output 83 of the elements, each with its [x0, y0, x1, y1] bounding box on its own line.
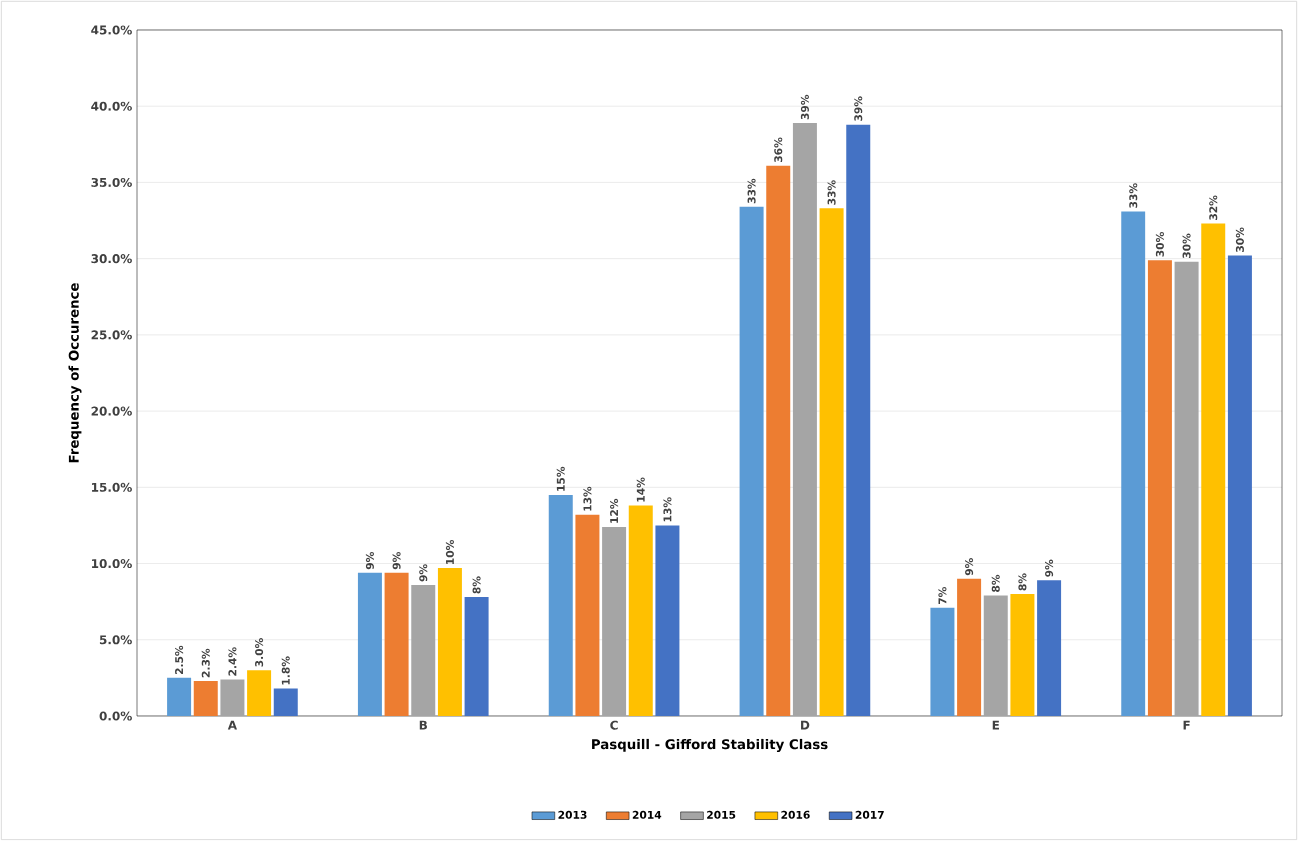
bar: [273, 688, 298, 716]
bar: [548, 494, 573, 716]
x-tick-label: A: [227, 720, 237, 730]
bar: [167, 677, 192, 716]
data-label: 13%: [583, 486, 592, 511]
data-label: 9%: [965, 558, 974, 576]
data-label: 7%: [938, 587, 947, 605]
bar: [602, 526, 627, 716]
bar: [411, 584, 436, 716]
y-tick-label: 10.0%: [92, 559, 132, 569]
data-label: 2.5%: [175, 645, 184, 675]
y-tick-label: 35.0%: [91, 177, 132, 187]
data-label: 33%: [1129, 183, 1138, 208]
bar: [193, 680, 218, 716]
bar: [846, 124, 871, 716]
data-label: 8%: [1018, 573, 1027, 591]
bar: [628, 505, 653, 716]
x-tick-label: D: [801, 720, 810, 730]
data-label: 33%: [827, 180, 836, 205]
data-label: 15%: [556, 466, 565, 491]
y-tick-label: 25.0%: [91, 330, 132, 340]
bar: [739, 206, 764, 716]
data-label: 8%: [991, 574, 1000, 592]
data-label: 9%: [1045, 559, 1054, 577]
y-tick-label: 20.0%: [91, 406, 132, 416]
bar: [957, 578, 982, 716]
bar: [983, 595, 1008, 716]
legend-label: 2016: [781, 810, 810, 819]
bar: [930, 607, 955, 716]
bar: [384, 572, 409, 716]
data-label: 9%: [419, 564, 428, 582]
bar: [247, 670, 272, 716]
data-label: 1.8%: [281, 656, 290, 685]
data-label: 39%: [800, 94, 809, 120]
bar: [1010, 594, 1035, 716]
bar: [220, 679, 245, 716]
bar: [655, 525, 680, 716]
y-tick-label: 40.0%: [91, 101, 132, 111]
bar: [437, 568, 462, 716]
x-axis-title: Pasquill - Gifford Stability Class: [592, 738, 828, 752]
y-tick-label: 5.0%: [99, 635, 132, 645]
data-label: 2.3%: [201, 648, 210, 678]
data-label: 33%: [747, 178, 756, 204]
data-label: 10%: [445, 539, 454, 564]
data-label: 3.0%: [255, 638, 264, 667]
y-tick-label: 45.0%: [91, 25, 132, 35]
data-label: 39%: [854, 96, 863, 121]
y-axis-title: Frequency of Occurence: [68, 283, 82, 463]
bar: [1147, 260, 1172, 716]
data-label: 9%: [392, 551, 401, 570]
bar: [357, 572, 382, 716]
data-label: 9%: [365, 551, 374, 570]
data-label: 8%: [472, 576, 481, 594]
x-tick-label: E: [992, 720, 999, 730]
bar: [1037, 580, 1062, 716]
y-tick-label: 0.0%: [99, 711, 132, 721]
bar: [1174, 261, 1199, 716]
x-tick-label: F: [1183, 720, 1190, 730]
bar: [819, 208, 844, 716]
bar: [1227, 255, 1252, 716]
data-label: 32%: [1209, 195, 1218, 220]
data-label: 13%: [663, 497, 672, 522]
y-tick-label: 30.0%: [91, 254, 132, 264]
data-label: 2.4%: [228, 647, 237, 676]
bar: [766, 165, 791, 716]
y-tick-label: 15.0%: [92, 482, 132, 492]
bar: [1201, 223, 1226, 716]
data-label: 14%: [636, 477, 645, 502]
bar: [792, 122, 817, 716]
data-label: 30%: [1235, 227, 1244, 252]
legend-label: 2013: [558, 810, 587, 819]
data-label: 30%: [1155, 232, 1164, 257]
data-label: 36%: [774, 137, 783, 163]
data-label: 30%: [1182, 233, 1191, 259]
legend-label: 2015: [707, 810, 736, 819]
legend-label: 2017: [855, 810, 884, 819]
data-label: 12%: [610, 498, 619, 523]
bar: [575, 514, 600, 716]
x-tick-label: C: [610, 720, 618, 730]
x-tick-label: B: [419, 720, 427, 730]
bar: [1121, 211, 1146, 716]
legend-label: 2014: [632, 810, 662, 819]
bar: [464, 597, 489, 716]
